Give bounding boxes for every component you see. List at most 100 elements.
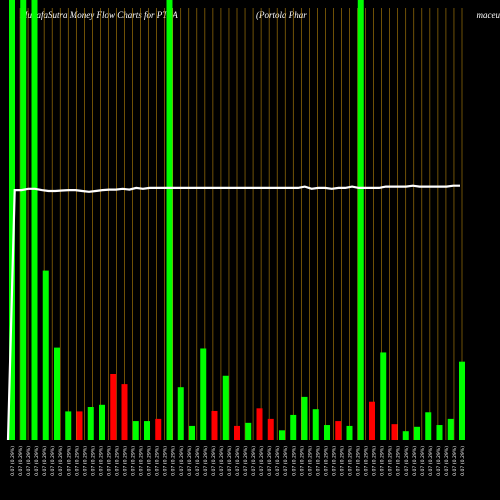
bar [121,384,128,440]
x-tick-label: 0.07 (0.29%) [10,446,16,476]
bar [414,426,420,440]
bar [200,348,207,440]
bar-series [9,0,465,440]
bar [279,430,285,440]
x-tick-label: 0.07 (0.29%) [388,446,394,476]
bar [459,361,465,440]
bar [99,404,105,440]
x-tick-label: 0.07 (0.29%) [315,446,321,476]
chart-title-right: maceu [476,10,500,20]
x-tick-label: 0.07 (0.29%) [364,446,370,476]
x-tick-label: 0.07 (0.29%) [227,446,233,476]
x-tick-label: 0.07 (0.29%) [74,446,80,476]
bar [380,352,387,440]
bar [132,421,139,440]
x-tick-label: 0.07 (0.29%) [90,446,96,476]
bar [9,0,15,440]
bar [402,431,409,440]
x-tick-labels: 0.07 (0.29%) 0.07 (0.29%) 0.07 (0.29%) 0.07… [10,446,466,476]
x-tick-label: 0.07 (0.29%) [340,446,346,476]
x-tick-label: 0.07 (0.29%) [267,446,273,476]
x-tick-label: 0.07 (0.29%) [380,446,386,476]
x-tick-label: 0.07 (0.29%) [50,446,56,476]
x-tick-label: 0.07 (0.29%) [26,446,32,476]
bar [346,425,353,440]
x-tick-label: 0.07 (0.29%) [412,446,418,476]
bar [20,0,27,440]
bar [312,409,319,440]
x-tick-label: 0.07 (0.29%) [163,446,169,476]
x-tick-label: 0.07 (0.29%) [299,446,305,476]
x-tick-label: 0.07 (0.29%) [356,446,362,476]
bar [222,375,229,440]
x-tick-label: 0.07 (0.29%) [283,446,289,476]
x-tick-label: 0.07 (0.29%) [452,446,458,476]
x-tick-label: 0.07 (0.29%) [18,446,24,476]
x-tick-label: 0.07 (0.29%) [106,446,112,476]
x-tick-label: 0.07 (0.29%) [155,446,161,476]
bar [357,0,364,440]
bar [76,411,83,440]
bar [234,425,240,440]
x-tick-label: 0.07 (0.29%) [42,446,48,476]
chart-title-left: MunafaSutra Money Flow Charts for PTLA [20,10,178,20]
x-tick-label: 0.07 (0.29%) [98,446,104,476]
x-tick-label: 0.07 (0.29%) [291,446,297,476]
x-tick-label: 0.07 (0.29%) [66,446,72,476]
bar [54,347,60,440]
x-tick-label: 0.07 (0.29%) [420,446,426,476]
chart-title: MunafaSutra Money Flow Charts for PTLA (… [20,10,500,24]
x-tick-label: 0.07 (0.29%) [331,446,337,476]
x-tick-label: 0.07 (0.29%) [219,446,225,476]
x-tick-label: 0.07 (0.29%) [195,446,201,476]
bar [425,412,432,440]
x-tick-label: 0.07 (0.29%) [243,446,249,476]
vertical-grid [11,8,463,440]
x-tick-label: 0.07 (0.29%) [372,446,378,476]
bar [155,418,162,440]
bar [31,0,38,440]
x-tick-label: 0.07 (0.29%) [171,446,177,476]
x-tick-label: 0.07 (0.29%) [259,446,265,476]
bar [447,418,454,440]
x-tick-label: 0.07 (0.29%) [235,446,241,476]
x-tick-label: 0.07 (0.29%) [187,446,193,476]
x-tick-label: 0.07 (0.29%) [58,446,64,476]
x-tick-label: 0.07 (0.29%) [404,446,410,476]
bar [42,270,49,440]
x-tick-label: 0.07 (0.29%) [123,446,129,476]
x-tick-label: 0.07 (0.29%) [275,446,281,476]
x-tick-label: 0.07 (0.29%) [211,446,217,476]
bar [391,424,398,440]
bar [65,411,72,440]
chart-title-mid: (Portola Phar [256,10,307,20]
x-tick-label: 0.07 (0.29%) [82,446,88,476]
x-tick-label: 0.07 (0.29%) [139,446,145,476]
bar [110,374,117,440]
x-tick-label: 0.07 (0.29%) [203,446,209,476]
x-tick-label: 0.07 (0.29%) [131,446,137,476]
bar [211,410,218,440]
bar [324,425,330,440]
x-tick-label: 0.07 (0.29%) [428,446,434,476]
bar [256,408,263,440]
bar [189,425,195,440]
x-tick-label: 0.07 (0.29%) [34,446,40,476]
x-tick-label: 0.07 (0.29%) [436,446,442,476]
bar [335,421,342,440]
bar [290,414,297,440]
bar [267,418,274,440]
money-flow-line [6,184,460,441]
x-tick-label: 0.07 (0.29%) [323,446,329,476]
bar [369,401,375,440]
x-tick-label: 0.07 (0.29%) [179,446,185,476]
x-tick-label: 0.07 (0.29%) [307,446,313,476]
bar [166,0,173,440]
bar [245,422,252,440]
bar [87,407,94,440]
x-tick-label: 0.07 (0.29%) [147,446,153,476]
x-tick-label: 0.07 (0.29%) [348,446,354,476]
x-tick-label: 0.07 (0.29%) [396,446,402,476]
bar [436,425,443,440]
